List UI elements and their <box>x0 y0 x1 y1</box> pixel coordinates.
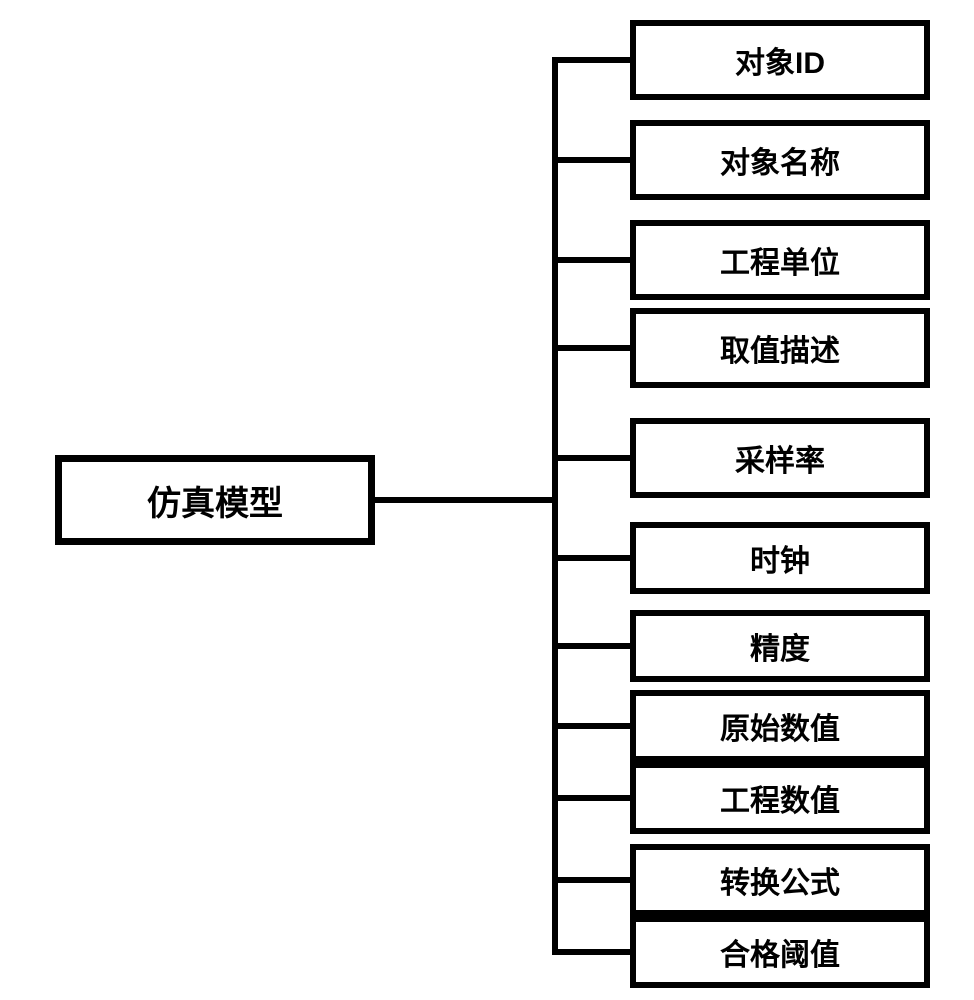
diagram-canvas: 仿真模型 对象ID 对象名称工程单位取值描述采样率时钟精度原始数值工程数值转换公式… <box>0 0 974 1000</box>
child-node: 转换公式 <box>630 844 930 916</box>
child-node-label: 取值描述 <box>720 326 840 370</box>
child-node-label: 精度 <box>750 624 810 668</box>
child-node-label: 对象ID <box>735 38 825 82</box>
child-node-label: 对象名称 <box>720 138 840 182</box>
root-node: 仿真模型 <box>55 455 375 545</box>
child-node-label: 采样率 <box>735 436 825 480</box>
child-node: 取值描述 <box>630 308 930 388</box>
child-node: 对象名称 <box>630 120 930 200</box>
child-node-label: 时钟 <box>750 536 810 580</box>
child-node-label: 工程单位 <box>720 238 840 282</box>
child-node: 工程数值 <box>630 762 930 834</box>
child-node: 采样率 <box>630 418 930 498</box>
child-node: 精度 <box>630 610 930 682</box>
child-node: 时钟 <box>630 522 930 594</box>
child-node: 合格阈值 <box>630 916 930 988</box>
child-node-label: 原始数值 <box>720 704 840 748</box>
child-node: 原始数值 <box>630 690 930 762</box>
child-node-label: 合格阈值 <box>720 930 840 974</box>
root-node-label: 仿真模型 <box>147 476 283 525</box>
child-node: 对象ID <box>630 20 930 100</box>
child-node: 工程单位 <box>630 220 930 300</box>
child-node-label: 工程数值 <box>720 776 840 820</box>
child-node-label: 转换公式 <box>720 858 840 902</box>
